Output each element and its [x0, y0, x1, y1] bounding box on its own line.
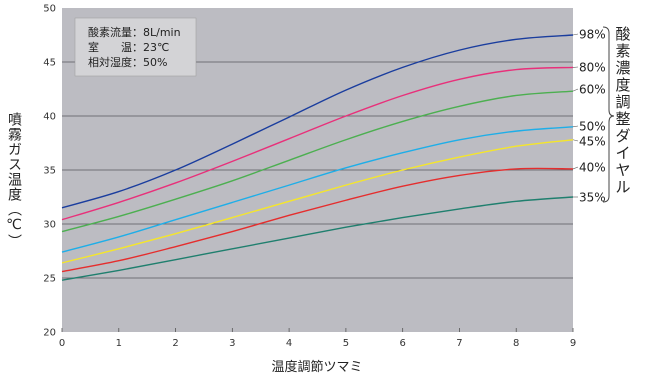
x-tick-label: 8 [513, 338, 519, 349]
series-line-80pct [61, 66, 574, 221]
series-label-60pct: 60% [579, 83, 606, 97]
dial-bracket [602, 26, 615, 203]
series-line-50pct [61, 126, 574, 253]
dial-title-char: 度 [615, 76, 631, 94]
series-label-98pct: 98% [579, 28, 606, 42]
series-leader-98pct [572, 33, 579, 36]
grid-lines [62, 61, 573, 279]
series-lines [61, 34, 574, 281]
dial-title-char: ヤ [615, 161, 631, 179]
condition-room-temp: 室 温：23℃ [88, 40, 169, 54]
x-tick-label: 1 [116, 338, 122, 349]
y-tick-label: 45 [43, 58, 56, 69]
dial-title: 酸素濃度調整ダイヤル [614, 26, 632, 196]
y-tick-label: 25 [43, 274, 56, 285]
dial-title-char: 整 [615, 110, 631, 128]
x-tick-label: 2 [172, 338, 178, 349]
y-axis-label: 噴霧ガス温度（℃） [6, 111, 22, 249]
series-line-98pct [61, 34, 574, 209]
y-tick-label: 35 [43, 166, 56, 177]
x-tick-label: 7 [456, 338, 462, 349]
x-tick-label: 0 [59, 338, 65, 349]
condition-humidity: 相対湿度：50% [88, 55, 167, 69]
dial-title-char: ル [615, 178, 631, 196]
x-tick-label: 4 [286, 338, 292, 349]
y-tick-label: 30 [43, 220, 56, 231]
series-label-45pct: 45% [579, 135, 606, 149]
conditions-box: 酸素流量：8L/min 室 温：23℃ 相対湿度：50% [74, 17, 197, 77]
series-labels: 98% 80% 60% 50%45% 40% 35% [572, 28, 606, 205]
dial-title-text: 酸素濃度調整ダイヤル [614, 26, 632, 196]
series-leader-60pct [572, 88, 579, 92]
dial-title-char: 調 [615, 93, 631, 111]
x-tick-label: 9 [570, 338, 576, 349]
series-line-45pct [61, 139, 574, 264]
series-label-40pct: 40% [579, 161, 606, 175]
x-axis-label: 温度調節ツマミ [271, 359, 362, 375]
series-line-35pct [61, 196, 574, 281]
series-leader-40pct [572, 166, 579, 170]
dial-title-char: 素 [615, 42, 631, 60]
y-tick-label: 20 [43, 328, 56, 339]
dial-title-char: ダ [615, 127, 631, 145]
series-label-80pct: 80% [579, 61, 606, 75]
series-line-40pct [61, 167, 574, 273]
x-tick-label: 5 [343, 338, 349, 349]
x-tick-label: 6 [399, 338, 405, 349]
dial-title-char: 濃 [615, 59, 631, 77]
series-line-60pct [61, 90, 574, 233]
condition-oxygen-flow: 酸素流量：8L/min [88, 25, 181, 39]
series-leader-45pct [572, 139, 579, 142]
dial-title-char: イ [615, 144, 631, 162]
y-tick-label: 40 [43, 112, 56, 123]
x-tick-label: 3 [229, 338, 235, 349]
y-axis-label-wrap: 噴霧ガス温度（℃） [0, 80, 28, 280]
dial-title-char: 酸 [615, 25, 631, 43]
series-label-50pct: 50% [579, 120, 606, 134]
y-tick-label: 50 [43, 4, 56, 15]
series-leader-50pct [572, 125, 579, 128]
series-label-35pct: 35% [579, 191, 606, 205]
